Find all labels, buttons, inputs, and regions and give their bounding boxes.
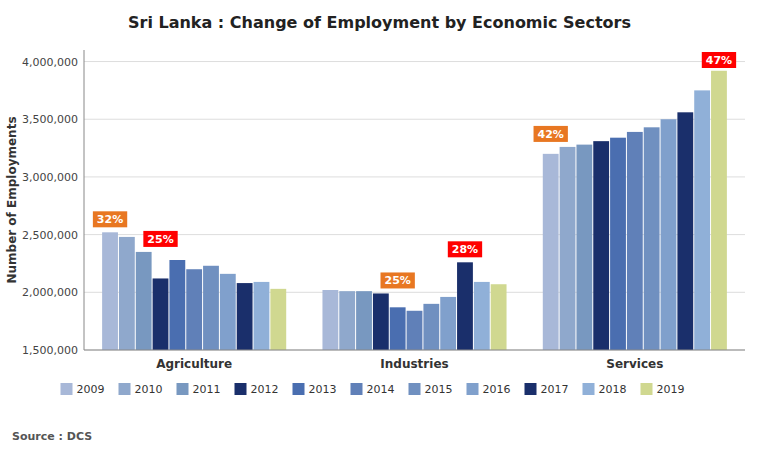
legend-swatch — [409, 383, 421, 395]
legend-label: 2010 — [135, 383, 163, 396]
y-tick-label: 4,000,000 — [22, 56, 78, 69]
bar — [711, 71, 727, 350]
bar — [220, 274, 236, 350]
legend-swatch — [641, 383, 653, 395]
legend-swatch — [525, 383, 537, 395]
annotation-text: 32% — [97, 213, 123, 226]
annotation-text: 25% — [385, 274, 411, 287]
legend-label: 2017 — [541, 383, 569, 396]
y-axis-line — [84, 50, 85, 350]
bars — [102, 71, 727, 350]
x-tick-label: Agriculture — [156, 357, 232, 371]
bar — [136, 252, 152, 350]
bar — [119, 237, 135, 350]
bar — [153, 278, 169, 350]
x-axis-line — [84, 350, 745, 351]
bar — [356, 291, 372, 350]
bar — [576, 145, 592, 350]
bar — [627, 132, 643, 350]
bar — [339, 291, 355, 350]
bar — [270, 289, 286, 350]
bar — [407, 311, 423, 350]
grid-line — [84, 61, 745, 62]
annotation: 47% — [702, 52, 736, 68]
annotation-box — [93, 211, 127, 227]
annotation-text: 42% — [538, 128, 564, 141]
legend-swatch — [583, 383, 595, 395]
grid-line — [84, 350, 745, 351]
y-tick-label: 2,000,000 — [22, 286, 78, 299]
annotation-text: 25% — [147, 233, 173, 246]
bar — [373, 293, 389, 350]
x-tick-label: Services — [606, 357, 663, 371]
bar — [661, 119, 677, 350]
legend-swatch — [467, 383, 479, 395]
bar — [543, 154, 559, 350]
legend-swatch — [177, 383, 189, 395]
bar — [610, 138, 626, 350]
bar — [677, 112, 693, 350]
legend-label: 2014 — [367, 383, 395, 396]
bar — [491, 284, 507, 350]
bar — [390, 307, 406, 350]
annotation: 32% — [93, 211, 127, 227]
annotation-text: 28% — [452, 243, 478, 256]
legend-swatch — [235, 383, 247, 395]
title: Sri Lanka : Change of Employment by Econ… — [128, 13, 631, 32]
bar — [237, 283, 253, 350]
legend-label: 2018 — [599, 383, 627, 396]
legend: 2009 2010 2011 2012 2013 2014 2015 2016 2017 2018… — [61, 383, 685, 396]
bar — [457, 262, 473, 350]
legend-swatch — [61, 383, 73, 395]
bar — [322, 290, 338, 350]
annotation: 42% — [534, 126, 568, 142]
annotation: 28% — [448, 241, 482, 257]
legend-label: 2012 — [251, 383, 279, 396]
y-tick-label: 1,500,000 — [22, 344, 78, 357]
bar — [186, 269, 202, 350]
bar — [560, 147, 576, 350]
legend-label: 2015 — [425, 383, 453, 396]
bar — [440, 297, 456, 350]
legend-label: 2013 — [309, 383, 337, 396]
annotation-box — [534, 126, 568, 142]
legend-swatch — [119, 383, 131, 395]
grid-line — [84, 119, 745, 120]
annotation-box — [448, 241, 482, 257]
annotation-text: 47% — [706, 54, 732, 67]
legend-swatch — [293, 383, 305, 395]
annotation-box — [702, 52, 736, 68]
annotation: 25% — [381, 272, 415, 288]
y-tick-label: 3,000,000 — [22, 171, 78, 184]
bar — [254, 282, 270, 350]
bar — [169, 260, 185, 350]
bar — [593, 141, 609, 350]
x-tick-label: Industries — [380, 357, 448, 371]
source: Source : DCS — [12, 430, 92, 443]
bar — [474, 282, 490, 350]
legend-swatch — [351, 383, 363, 395]
legend-label: 2011 — [193, 383, 221, 396]
annotation-box — [143, 231, 177, 247]
legend-label: 2016 — [483, 383, 511, 396]
legend-label: 2009 — [77, 383, 105, 396]
bar — [423, 304, 439, 350]
bar — [203, 266, 219, 350]
y-tick-label: 2,500,000 — [22, 229, 78, 242]
bar — [644, 127, 660, 350]
legend-label: 2019 — [657, 383, 685, 396]
chart: Sri Lanka : Change of Employment by Econ… — [0, 0, 759, 458]
annotation: 25% — [143, 231, 177, 247]
y-tick-label: 3,500,000 — [22, 113, 78, 126]
bar — [102, 232, 118, 350]
y-axis-label: Number of Employments — [5, 116, 19, 283]
annotation-box — [381, 272, 415, 288]
bar — [694, 90, 710, 350]
